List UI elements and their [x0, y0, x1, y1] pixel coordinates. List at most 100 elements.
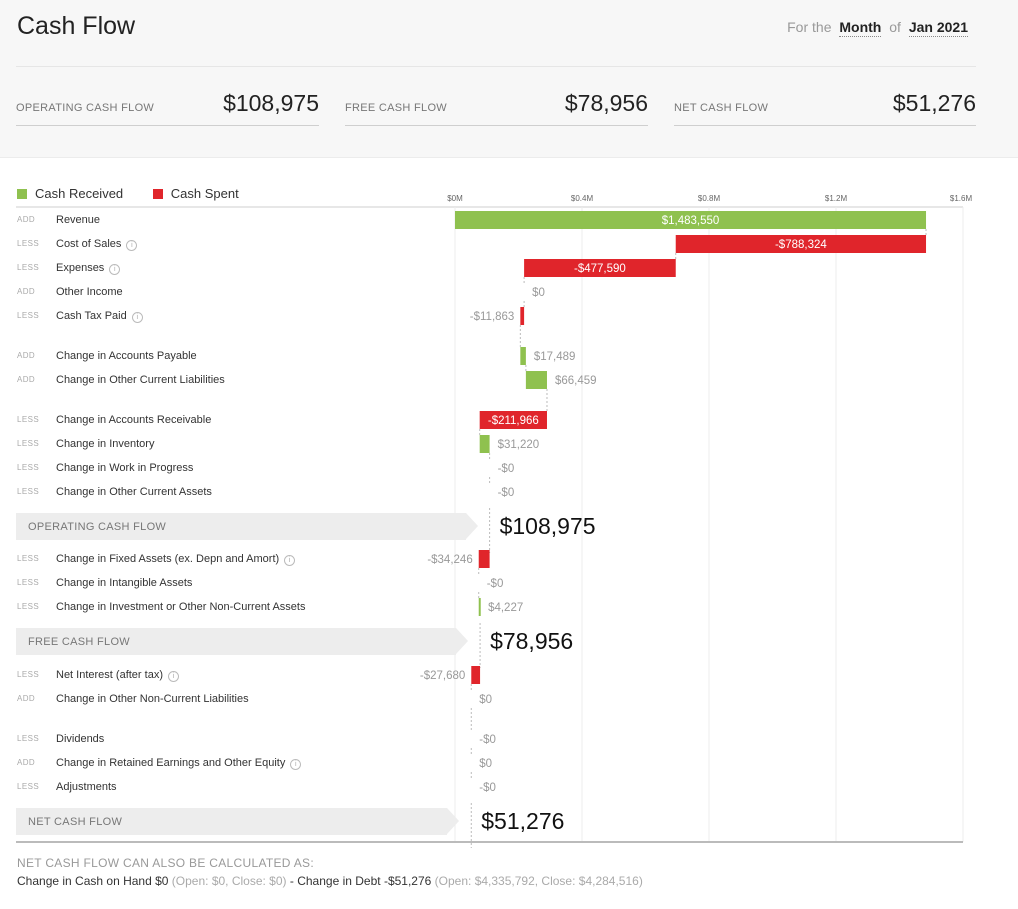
row-name: Change in Inventory [56, 438, 155, 450]
x-tick-label: $1.2M [825, 194, 848, 203]
bar-label: $0 [479, 694, 492, 706]
row-name: Revenue [56, 214, 101, 226]
footer-separator: - [289, 874, 294, 888]
kpi-free-cash-flow: FREE CASH FLOW $78,956 [345, 88, 648, 126]
row-name: Change in Other Non-Current Liabilities [56, 693, 249, 705]
legend-swatch-spent [152, 189, 163, 199]
legend-item-spent: Cash Spent [152, 186, 239, 201]
row-name: Change in Work in Progress [56, 462, 194, 474]
row-tag: LESS [17, 415, 40, 424]
row-tag: LESS [17, 439, 40, 448]
kpi-label: NET CASH FLOW [674, 102, 769, 114]
row-tag: ADD [17, 375, 36, 384]
bar-label: $31,220 [498, 439, 540, 451]
header-divider [16, 66, 976, 67]
row-name: Change in Retained Earnings and Other Eq… [56, 757, 302, 770]
subtotal-value: $78,956 [490, 628, 574, 654]
period-prefix: For the [787, 19, 832, 35]
row-name: Other Income [56, 286, 123, 298]
bar-label: -$477,590 [574, 263, 626, 275]
row-name: Change in Investment or Other Non-Curren… [56, 601, 306, 613]
footer-heading: NET CASH FLOW CAN ALSO BE CALCULATED AS: [17, 856, 314, 870]
x-tick-label: $0.4M [571, 194, 594, 203]
bar-label: -$211,966 [488, 415, 539, 427]
row-tag: ADD [17, 694, 36, 703]
kpi-net-cash-flow: NET CASH FLOW $51,276 [674, 88, 976, 126]
subtotal-band: OPERATING CASH FLOW [16, 513, 478, 540]
period-unit-dropdown[interactable]: Month [839, 19, 882, 37]
row-tag: LESS [17, 239, 40, 248]
bar [455, 211, 927, 229]
bar-label: -$0 [479, 734, 496, 746]
kpi-label: FREE CASH FLOW [345, 102, 447, 114]
legend-label: Cash Received [35, 186, 124, 201]
info-icon[interactable]: i [126, 240, 138, 251]
row-name: Net Interest (after tax) i [56, 669, 179, 682]
row-name: Expenses i [56, 262, 121, 275]
page-title: Cash Flow [17, 12, 136, 40]
subtotal-label: FREE CASH FLOW [28, 636, 130, 648]
row-name: Dividends [56, 733, 105, 745]
subtotal-label: OPERATING CASH FLOW [28, 521, 167, 533]
row-name: Change in Accounts Receivable [56, 414, 212, 426]
footer-cash-on-hand-detail: (Open: $0, Close: $0) [171, 874, 287, 888]
bar-label: $4,227 [488, 602, 523, 614]
row-name: Cash Tax Paid i [56, 310, 143, 323]
row-name: Cost of Sales i [56, 238, 138, 251]
bar [520, 347, 526, 365]
subtotal-arrow [447, 808, 460, 834]
bar [478, 598, 481, 616]
row-tag: ADD [17, 758, 36, 767]
x-tick-label: $0M [447, 194, 463, 203]
bar-label: $17,489 [534, 351, 576, 363]
row-tag: LESS [17, 578, 40, 587]
bar [524, 259, 676, 277]
info-icon[interactable]: i [131, 312, 143, 323]
bar-label: -$0 [487, 578, 504, 590]
x-tick-label: $1.6M [950, 194, 973, 203]
info-icon[interactable]: i [109, 264, 121, 275]
info-icon[interactable]: i [167, 671, 179, 682]
subtotal-band: NET CASH FLOW [16, 808, 460, 835]
row-name: Change in Other Current Assets [56, 486, 212, 498]
bar [479, 411, 547, 429]
row-tag: LESS [17, 670, 40, 679]
row-name: Adjustments [56, 781, 117, 793]
row-name: Change in Fixed Assets (ex. Depn and Amo… [56, 553, 296, 566]
kpi-value: $78,956 [564, 90, 648, 116]
period-of: of [889, 19, 901, 35]
bar [479, 435, 490, 453]
footer-change-in-debt: Change in Debt -$51,276 [297, 874, 432, 888]
subtotal-value: $51,276 [481, 808, 565, 834]
footer-calculation: Change in Cash on Hand $0 (Open: $0, Clo… [17, 874, 643, 888]
bar [675, 235, 927, 253]
kpi-operating-cash-flow: OPERATING CASH FLOW $108,975 [16, 88, 319, 126]
row-tag: ADD [17, 351, 36, 360]
chart-legend: Cash Received Cash Spent [17, 186, 265, 201]
bar-label: $1,483,550 [662, 215, 720, 227]
legend-item-received: Cash Received [17, 186, 123, 201]
row-tag: LESS [17, 782, 40, 791]
kpi-value: $108,975 [223, 90, 319, 116]
bar-label: $0 [479, 758, 492, 770]
row-tag: LESS [17, 263, 40, 272]
subtotal-arrow [456, 628, 469, 654]
legend-swatch-received [17, 189, 27, 199]
row-tag: ADD [17, 287, 36, 296]
subtotal-band: FREE CASH FLOW [16, 628, 469, 655]
row-name: Change in Other Current Liabilities [56, 374, 225, 386]
footer-cash-on-hand: Change in Cash on Hand $0 [17, 874, 169, 888]
subtotal-label: NET CASH FLOW [28, 816, 123, 828]
row-tag: LESS [17, 311, 40, 320]
info-icon[interactable]: i [284, 555, 296, 566]
row-tag: LESS [17, 734, 40, 743]
x-tick-label: $0.8M [698, 194, 721, 203]
footer-change-in-debt-detail: (Open: $4,335,792, Close: $4,284,516) [434, 874, 643, 888]
period-value-dropdown[interactable]: Jan 2021 [908, 19, 968, 37]
bar-label: -$0 [498, 463, 515, 475]
row-name: Change in Accounts Payable [56, 350, 197, 362]
row-tag: ADD [17, 215, 36, 224]
info-icon[interactable]: i [290, 759, 302, 770]
row-name: Change in Intangible Assets [56, 577, 193, 589]
